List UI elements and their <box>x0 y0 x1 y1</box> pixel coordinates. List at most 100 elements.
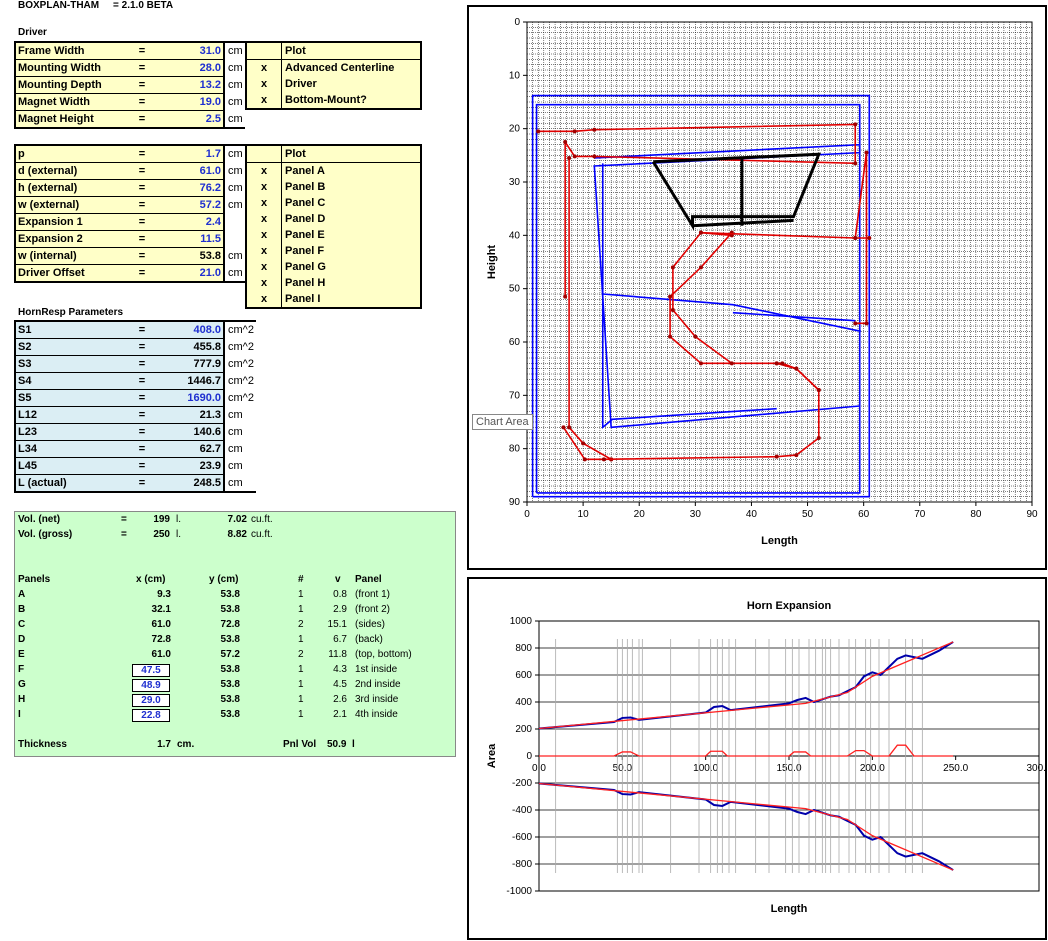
panel-desc: (back) <box>355 634 383 645</box>
param-row: Magnet Height = 2.5 cm <box>14 110 245 129</box>
plot-toggle[interactable]: x <box>245 211 282 227</box>
param-row: L23 = 140.6 cm <box>14 423 256 441</box>
param-value[interactable]: 31.0 <box>169 41 225 60</box>
param-value[interactable]: 13.2 <box>169 76 225 94</box>
plot-option-row: x Panel C <box>245 195 422 211</box>
panel-name: E <box>18 649 25 660</box>
param-label: Expansion 1 <box>14 213 115 231</box>
param-value[interactable]: 76.2 <box>169 179 225 197</box>
param-value: 777.9 <box>169 355 225 373</box>
box-plan-chart[interactable]: 0 10 20 30 40 50 60 70 80 90 0 10 20 30 40 50 60 70 80 90 Le… <box>467 5 1047 570</box>
data-point <box>864 321 869 326</box>
param-label: w (internal) <box>14 247 115 265</box>
plot-option-row: x Advanced Centerline <box>245 59 422 76</box>
param-row: L (actual) = 248.5 cm <box>14 474 256 493</box>
equals-sign: = <box>115 76 169 94</box>
series-line <box>531 94 871 498</box>
plot-option-label: Panel A <box>281 162 422 179</box>
param-row: Expansion 2 = 11.5 <box>14 230 245 248</box>
param-value[interactable]: 1.7 <box>169 144 225 163</box>
hornresp-section-title: HornResp Parameters <box>18 307 124 318</box>
data-point <box>670 308 675 312</box>
data-point <box>572 154 577 159</box>
param-value[interactable]: 61.0 <box>169 162 225 180</box>
x-tick-label: 90 <box>1026 509 1038 520</box>
plot-toggle[interactable]: x <box>245 76 282 92</box>
x-tick-label: 30 <box>690 509 702 520</box>
panel-desc: 2nd inside <box>355 679 401 690</box>
panel-desc: 1st inside <box>355 664 398 675</box>
plot-toggle[interactable]: x <box>245 59 282 76</box>
param-value[interactable]: 11.5 <box>169 230 225 248</box>
vol-gross-cuft-unit: cu.ft. <box>251 529 273 540</box>
horn-expansion-chart[interactable]: Horn Expansion 0.0 50.0 100.0 150.0 200.0 250.… <box>467 577 1048 940</box>
thickness-unit: cm. <box>177 739 195 750</box>
data-point <box>668 334 673 339</box>
param-row: L12 = 21.3 cm <box>14 406 256 424</box>
data-point <box>563 294 568 299</box>
series-line <box>732 311 856 322</box>
param-row: L34 = 62.7 cm <box>14 440 256 458</box>
plot-toggle[interactable]: x <box>245 195 282 211</box>
param-value[interactable]: 2.4 <box>169 213 225 231</box>
param-value[interactable]: 408.0 <box>169 320 225 339</box>
data-point <box>698 361 703 366</box>
data-point <box>816 436 821 440</box>
param-value: 248.5 <box>169 474 225 493</box>
plot-option-row: x Bottom-Mount? <box>245 92 422 110</box>
param-value: 62.7 <box>169 440 225 458</box>
y-tick-label: 10 <box>509 70 521 81</box>
panel-volume: 2.1 <box>333 709 347 720</box>
plot-option-row: x Panel G <box>245 259 422 275</box>
vol-net-cuft: 7.02 <box>227 514 247 525</box>
plot-toggle[interactable]: x <box>245 227 282 243</box>
panel-x[interactable]: 29.0 <box>132 694 170 707</box>
param-unit: cm <box>228 426 243 438</box>
data-point <box>774 454 779 459</box>
plot-header: Plot <box>281 144 422 163</box>
param-value[interactable]: 1690.0 <box>169 389 225 407</box>
param-value[interactable]: 19.0 <box>169 93 225 111</box>
plot-option-label: Panel E <box>281 227 422 243</box>
param-unit: cm^2 <box>228 341 254 353</box>
param-label: L (actual) <box>14 474 115 493</box>
param-row: w (internal) = 53.8 cm <box>14 247 245 265</box>
plot-toggle[interactable]: x <box>245 291 282 309</box>
data-point <box>853 161 858 166</box>
plot-toggle[interactable]: x <box>245 162 282 179</box>
data-point <box>572 129 577 134</box>
panel-x[interactable]: 47.5 <box>132 664 170 677</box>
data-point <box>561 425 566 430</box>
plot-toggle[interactable]: x <box>245 275 282 291</box>
equals-sign: = <box>115 41 169 60</box>
panel-name: B <box>18 604 26 615</box>
equals-sign: = <box>115 144 169 163</box>
param-unit: cm <box>228 96 243 108</box>
panel-name: F <box>18 664 25 675</box>
plot-toggle[interactable]: x <box>245 259 282 275</box>
equals-sign: = <box>115 440 169 458</box>
x-axis-label: Length <box>761 535 798 547</box>
param-value[interactable]: 2.5 <box>169 110 225 129</box>
x-tick-label: 100.0 <box>693 763 718 774</box>
panel-x[interactable]: 22.8 <box>132 709 170 722</box>
plot-toggle[interactable]: x <box>245 243 282 259</box>
param-value[interactable]: 21.0 <box>169 264 225 283</box>
panel-x[interactable]: 48.9 <box>132 679 170 692</box>
y-tick-label: 40 <box>509 230 521 241</box>
panel-y: 53.8 <box>220 664 240 675</box>
equals-sign: = <box>115 474 169 493</box>
y-tick-label: 60 <box>509 337 521 348</box>
panel-x: 61.0 <box>151 649 171 660</box>
plot-toggle[interactable]: x <box>245 92 282 110</box>
panels-header-panel: Panel <box>355 574 382 585</box>
panel-y: 53.8 <box>220 679 240 690</box>
param-value[interactable]: 28.0 <box>169 59 225 77</box>
plot-toggle[interactable]: x <box>245 179 282 195</box>
data-point <box>563 140 568 144</box>
plot-option-row: x Panel D <box>245 211 422 227</box>
param-value[interactable]: 57.2 <box>169 196 225 214</box>
param-row: Frame Width = 31.0 cm <box>14 41 245 60</box>
params-table: p = 1.7 cm d (external) = 61.0 cm h (external) = 7… <box>14 144 245 283</box>
data-point <box>867 236 872 240</box>
